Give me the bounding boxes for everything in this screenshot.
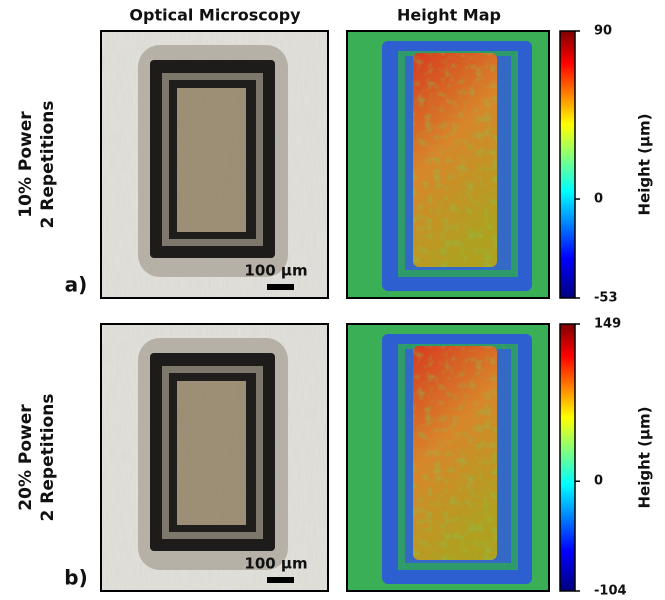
figure: Optical Microscopy Height Map 10% Power2… <box>0 0 665 600</box>
colorbar-label: Height (μm) <box>636 406 654 508</box>
column-title: Height Map <box>397 6 501 25</box>
colorbar-tick-label: -104 <box>594 584 627 599</box>
scale-bar <box>267 577 294 583</box>
colorbar-tick-label: 0 <box>594 474 603 489</box>
row-label: 2 Repetitions <box>38 394 58 522</box>
panel-label: a) <box>65 273 88 297</box>
plateau-texture <box>413 346 497 560</box>
colorbar <box>560 31 575 298</box>
row-label: 10% Power <box>16 111 36 218</box>
scale-bar-label: 100 μm <box>244 555 307 573</box>
scale-bar-label: 100 μm <box>244 262 307 280</box>
height-map <box>347 324 549 591</box>
center-grain <box>177 88 246 232</box>
colorbar-tick-label: 0 <box>594 192 603 207</box>
colorbar-label: Height (μm) <box>636 113 654 215</box>
row-label: 20% Power <box>16 404 36 511</box>
optical-image <box>101 324 328 591</box>
colorbar <box>560 324 575 591</box>
row-label: 2 Repetitions <box>38 101 58 229</box>
scale-bar <box>267 284 294 290</box>
colorbar-tick-label: 149 <box>594 317 621 332</box>
colorbar-tick-label: -53 <box>594 291 618 306</box>
center-grain <box>177 381 246 525</box>
height-map <box>347 31 549 298</box>
plateau-texture <box>413 53 497 267</box>
colorbar-tick-label: 90 <box>594 24 612 39</box>
column-title: Optical Microscopy <box>129 6 301 25</box>
optical-image <box>101 31 328 298</box>
panel-label: b) <box>64 566 87 590</box>
